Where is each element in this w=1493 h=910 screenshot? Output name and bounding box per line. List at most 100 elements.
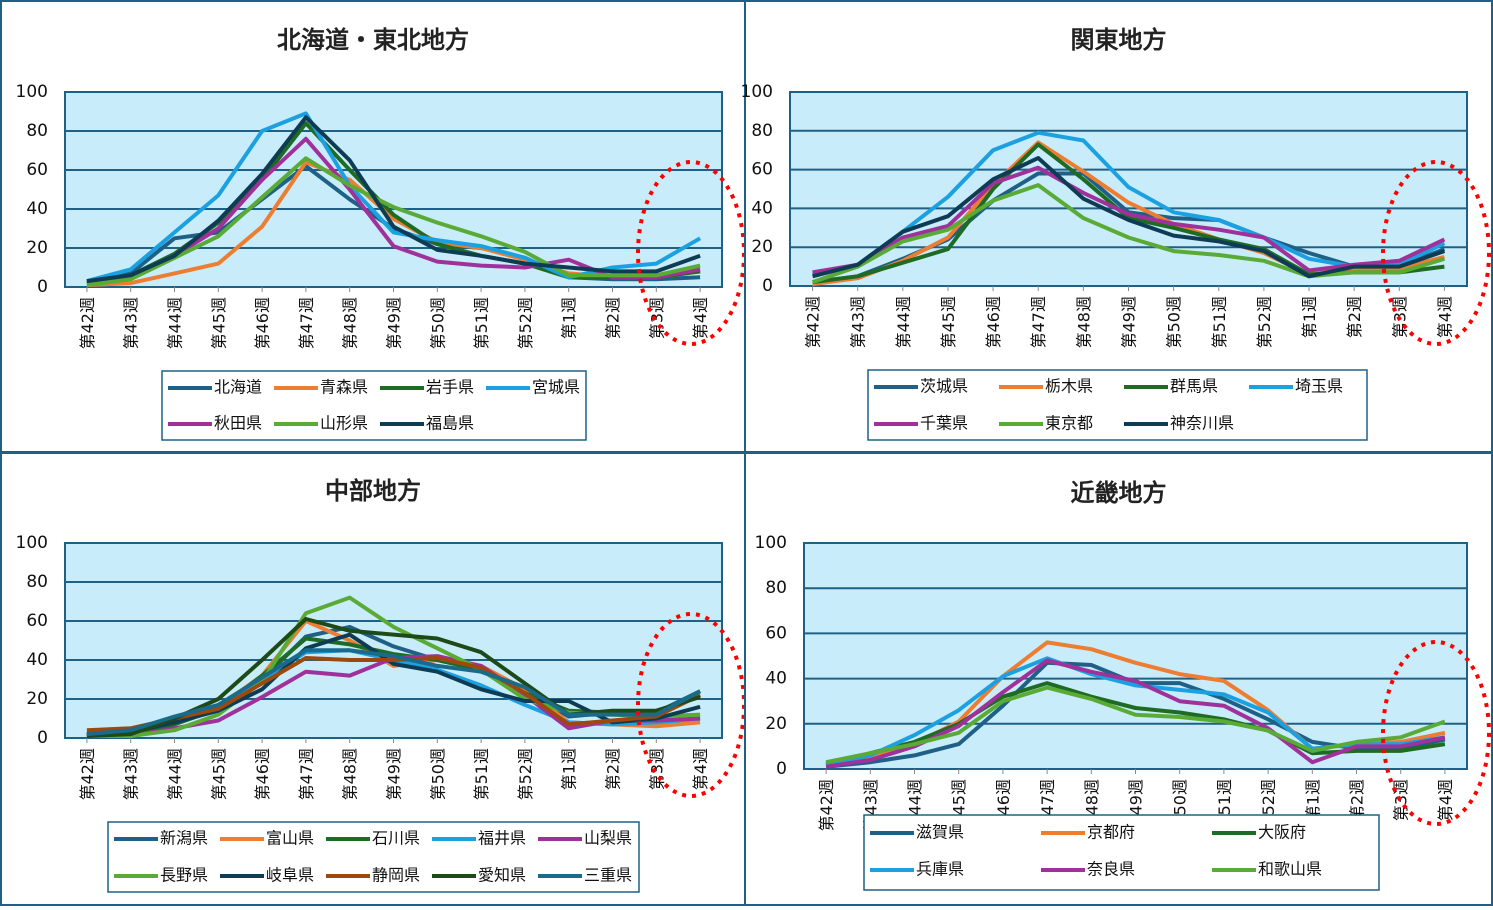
x-tick-label: 第52週 — [516, 297, 535, 349]
y-tick-label: 100 — [741, 82, 773, 102]
x-tick-label: 第48週 — [1074, 296, 1093, 348]
x-tick-label: 第48週 — [341, 297, 360, 349]
x-tick-label: 第42週 — [78, 748, 97, 800]
x-tick-label: 第1週 — [1300, 296, 1319, 338]
x-tick-label: 第50週 — [428, 748, 447, 800]
x-tick-label: 第42週 — [804, 296, 823, 348]
y-tick-label: 0 — [37, 277, 48, 297]
y-tick-label: 0 — [37, 728, 48, 748]
y-tick-label: 0 — [762, 276, 773, 296]
y-tick-label: 20 — [751, 237, 773, 257]
x-tick-label: 第1週 — [560, 748, 579, 790]
x-tick-label: 第52週 — [516, 748, 535, 800]
legend-label: 滋賀県 — [916, 823, 964, 842]
y-tick-label: 60 — [765, 623, 787, 643]
legend-label: 埼玉県 — [1295, 377, 1343, 396]
x-tick-label: 第4週 — [1436, 779, 1455, 821]
chart-panel: 中部地方 0 20 40 60 80 100 第42週 第43週 第44週 第45週 第46週 第47週… — [0, 452, 746, 906]
legend-label: 北海道 — [214, 378, 262, 397]
x-tick-label: 第48週 — [341, 748, 360, 800]
x-tick-label: 第1週 — [1303, 779, 1322, 821]
legend-label: 宮城県 — [532, 378, 580, 397]
x-tick-label: 第49週 — [385, 297, 404, 349]
x-tick-label: 第46週 — [984, 296, 1003, 348]
x-tick-label: 第52週 — [1255, 296, 1274, 348]
y-tick-label: 100 — [16, 533, 48, 553]
x-tick-label: 第44週 — [166, 748, 185, 800]
legend-label: 千葉県 — [920, 414, 968, 433]
y-tick-label: 80 — [765, 578, 787, 598]
y-tick-label: 40 — [26, 199, 48, 219]
chart-title: 北海道・東北地方 — [277, 26, 469, 54]
legend-label: 奈良県 — [1087, 860, 1135, 879]
legend-label: 群馬県 — [1170, 377, 1218, 396]
legend-label: 石川県 — [372, 829, 420, 848]
x-tick-label: 第51週 — [1210, 296, 1229, 348]
x-tick-label: 第45週 — [209, 748, 228, 800]
legend-label: 神奈川県 — [1170, 414, 1234, 433]
x-tick-label: 第49週 — [1120, 296, 1139, 348]
y-tick-label: 0 — [776, 759, 787, 779]
legend-label: 秋田県 — [214, 414, 262, 433]
x-tick-label: 第3週 — [647, 297, 666, 339]
series-line — [811, 183, 1445, 284]
legend-label: 東京都 — [1045, 414, 1093, 433]
x-tick-label: 第46週 — [253, 297, 272, 349]
legend-label: 青森県 — [320, 378, 368, 397]
x-tick-label: 第1週 — [560, 297, 579, 339]
chart-panel: 関東地方 0 20 40 60 80 100 第42週 第43週 第44週 第45週 第46週 第47週… — [741, 0, 1493, 453]
x-tick-label: 第43週 — [122, 748, 141, 800]
legend-label: 岐阜県 — [266, 866, 314, 885]
x-tick-label: 第47週 — [297, 297, 316, 349]
series-line — [86, 156, 701, 288]
x-tick-label: 第4週 — [691, 748, 710, 790]
x-tick-label: 第42週 — [817, 779, 836, 831]
series-line — [86, 648, 702, 737]
x-tick-label: 第45週 — [939, 296, 958, 348]
x-tick-label: 第45週 — [209, 297, 228, 349]
legend-label: 茨城県 — [920, 377, 968, 396]
legend-box — [863, 814, 1380, 891]
y-tick-label: 80 — [26, 121, 48, 141]
x-tick-label: 第49週 — [385, 748, 404, 800]
y-tick-label: 80 — [26, 572, 48, 592]
x-tick-label: 第2週 — [1345, 296, 1364, 338]
chart-title: 関東地方 — [1071, 26, 1167, 54]
x-tick-label: 第50週 — [1165, 296, 1184, 348]
x-tick-label: 第43週 — [122, 297, 141, 349]
x-tick-label: 第47週 — [1029, 296, 1048, 348]
x-tick-label: 第2週 — [604, 748, 623, 790]
x-tick-label: 第42週 — [78, 297, 97, 349]
legend-label: 山梨県 — [584, 829, 632, 848]
x-tick-label: 第4週 — [1435, 296, 1454, 338]
x-tick-label: 第51週 — [472, 748, 491, 800]
x-tick-label: 第47週 — [297, 748, 316, 800]
chart-title: 近畿地方 — [1071, 479, 1167, 507]
legend-label: 岩手県 — [426, 378, 474, 397]
plot-area — [803, 542, 1468, 770]
chart-panel: 北海道・東北地方 0 20 40 60 80 100 第42週 第43週 第44週 第45週 第46週… — [0, 0, 746, 453]
x-tick-label: 第46週 — [253, 748, 272, 800]
legend-box — [161, 370, 587, 441]
y-tick-label: 20 — [26, 238, 48, 258]
series-line — [825, 685, 1446, 765]
legend-label: 和歌山県 — [1258, 860, 1322, 879]
series-line — [812, 156, 1446, 279]
legend-label: 静岡県 — [372, 866, 420, 885]
legend-label: 新潟県 — [160, 829, 208, 848]
legend-box — [867, 369, 1368, 441]
x-tick-label: 第4週 — [691, 297, 710, 339]
highlight-ellipse — [1381, 160, 1491, 346]
x-tick-label: 第44週 — [166, 297, 185, 349]
legend-label: 福井県 — [478, 829, 526, 848]
series-line — [812, 130, 1446, 277]
legend-label: 福島県 — [426, 414, 474, 433]
y-tick-label: 20 — [26, 689, 48, 709]
y-tick-label: 40 — [751, 198, 773, 218]
x-tick-label: 第2週 — [1348, 779, 1367, 821]
legend-label: 愛知県 — [478, 866, 526, 885]
legend-label: 栃木県 — [1045, 377, 1093, 396]
